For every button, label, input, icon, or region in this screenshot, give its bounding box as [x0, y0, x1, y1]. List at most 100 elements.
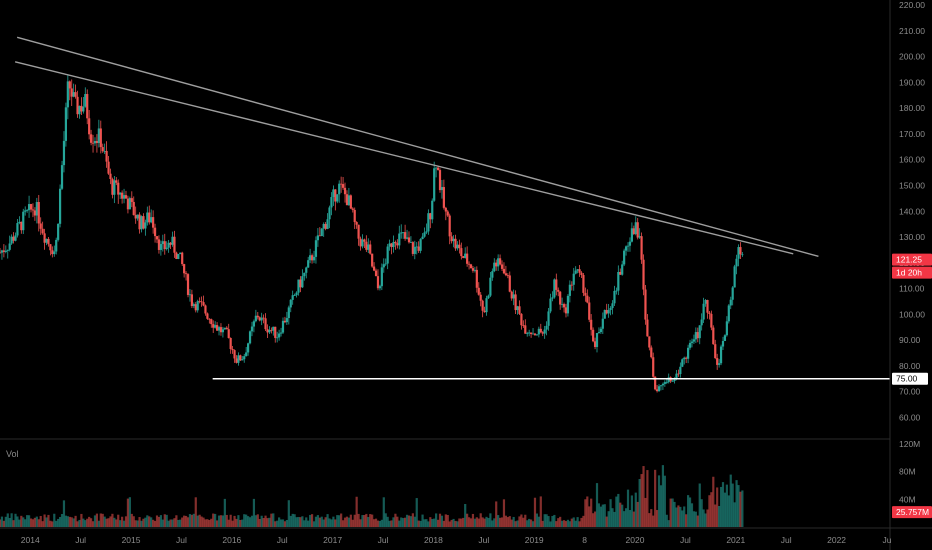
candle-body	[99, 128, 102, 148]
volume-bar	[415, 498, 418, 527]
volume-bar	[152, 519, 155, 527]
candle-body	[588, 302, 591, 320]
candle-body	[624, 246, 628, 251]
candle-body	[374, 270, 378, 277]
candle-body	[336, 194, 339, 202]
candle-body	[592, 329, 595, 342]
candle-body	[233, 350, 236, 359]
candle-body	[111, 179, 114, 195]
volume-bar	[310, 514, 314, 527]
candle-body	[650, 347, 653, 358]
volume-bar	[243, 514, 246, 527]
trendline[interactable]	[16, 36, 819, 258]
time-tick-label: Jul	[378, 535, 389, 545]
candle-body	[460, 248, 463, 257]
candle-body	[247, 343, 250, 353]
candle-body	[272, 326, 275, 331]
volume-bar	[372, 519, 376, 527]
volume-bar	[365, 513, 368, 527]
candle-body	[169, 242, 172, 245]
volume-bar	[10, 513, 13, 527]
volume-bar	[252, 498, 256, 527]
candle-body	[646, 319, 649, 337]
price-tick-label: 160.00	[899, 155, 925, 165]
candle-body	[382, 264, 385, 268]
candle-body	[146, 212, 149, 223]
candle-body	[661, 383, 665, 386]
volume-bar	[737, 485, 740, 527]
candle-body	[204, 305, 207, 314]
candle-body	[508, 275, 511, 292]
candle-body	[454, 238, 457, 249]
volume-bar	[417, 520, 420, 527]
volume-axis[interactable]: 40M 80M 120M	[899, 439, 920, 504]
volume-bar	[498, 517, 502, 527]
volume-bar	[78, 519, 81, 527]
candle-body	[367, 244, 370, 250]
volume-bar	[212, 513, 215, 527]
candle-body	[181, 252, 184, 265]
candle-body	[380, 267, 383, 287]
candle-body	[157, 239, 161, 250]
candle-body	[516, 306, 519, 311]
candle-body	[409, 242, 413, 243]
volume-bar	[456, 521, 459, 527]
price-tick-label: 180.00	[899, 103, 925, 113]
volume-bar	[130, 513, 133, 527]
volume-bar	[696, 515, 699, 527]
volume-bar	[314, 516, 318, 527]
volume-bar	[22, 517, 25, 527]
volume-bar	[278, 517, 281, 527]
candle-body	[363, 239, 366, 242]
candle-body	[128, 198, 131, 210]
volume-bar	[70, 517, 73, 527]
volume-bar	[0, 516, 4, 527]
trendlines[interactable]	[14, 36, 819, 258]
volume-bar	[671, 498, 674, 527]
candle-body	[80, 105, 83, 112]
volume-bar	[86, 518, 89, 527]
candle-body	[357, 224, 360, 239]
candle-body	[16, 223, 19, 236]
candle-body	[675, 373, 678, 379]
candle-body	[70, 88, 73, 97]
candle-body	[698, 325, 701, 339]
candle-body	[274, 326, 277, 338]
trendline[interactable]	[14, 61, 794, 255]
candle-body	[221, 329, 225, 333]
price-tick-label: 90.00	[899, 335, 921, 345]
volume-bar	[607, 511, 610, 527]
time-axis[interactable]: 2014 Jul 2015 Jul 2016 Jul 2017 Jul 2018 Jul 2019 8…	[21, 535, 892, 545]
candle-body	[469, 264, 473, 269]
volume-bar	[24, 519, 27, 527]
volume-bar	[390, 520, 393, 527]
volume-bar	[88, 516, 91, 527]
volume-bar	[111, 513, 114, 527]
candle-body	[33, 210, 36, 216]
volume-bar	[223, 498, 226, 527]
volume-bar	[590, 498, 593, 527]
candle-body	[88, 118, 91, 135]
volume-bar	[2, 520, 5, 527]
volume-bar	[49, 520, 52, 527]
volume-bar	[82, 518, 85, 527]
volume-bar	[421, 514, 424, 527]
time-tick-label: 2016	[222, 535, 241, 545]
volume-bar	[559, 516, 562, 527]
volume-bar	[97, 520, 100, 527]
candle-body	[324, 223, 327, 229]
candle-body	[657, 386, 661, 392]
volume-bar	[491, 520, 494, 527]
candle-body	[487, 295, 490, 299]
volume-bar	[508, 516, 511, 527]
volume-bar	[367, 517, 370, 527]
volume-bar	[636, 501, 639, 527]
volume-bar	[217, 515, 221, 527]
candle-body	[231, 349, 234, 351]
volume-bars	[0, 465, 744, 527]
candle-body	[530, 332, 533, 335]
volume-bar	[407, 515, 411, 527]
support-price-label: 75.00	[892, 372, 928, 385]
